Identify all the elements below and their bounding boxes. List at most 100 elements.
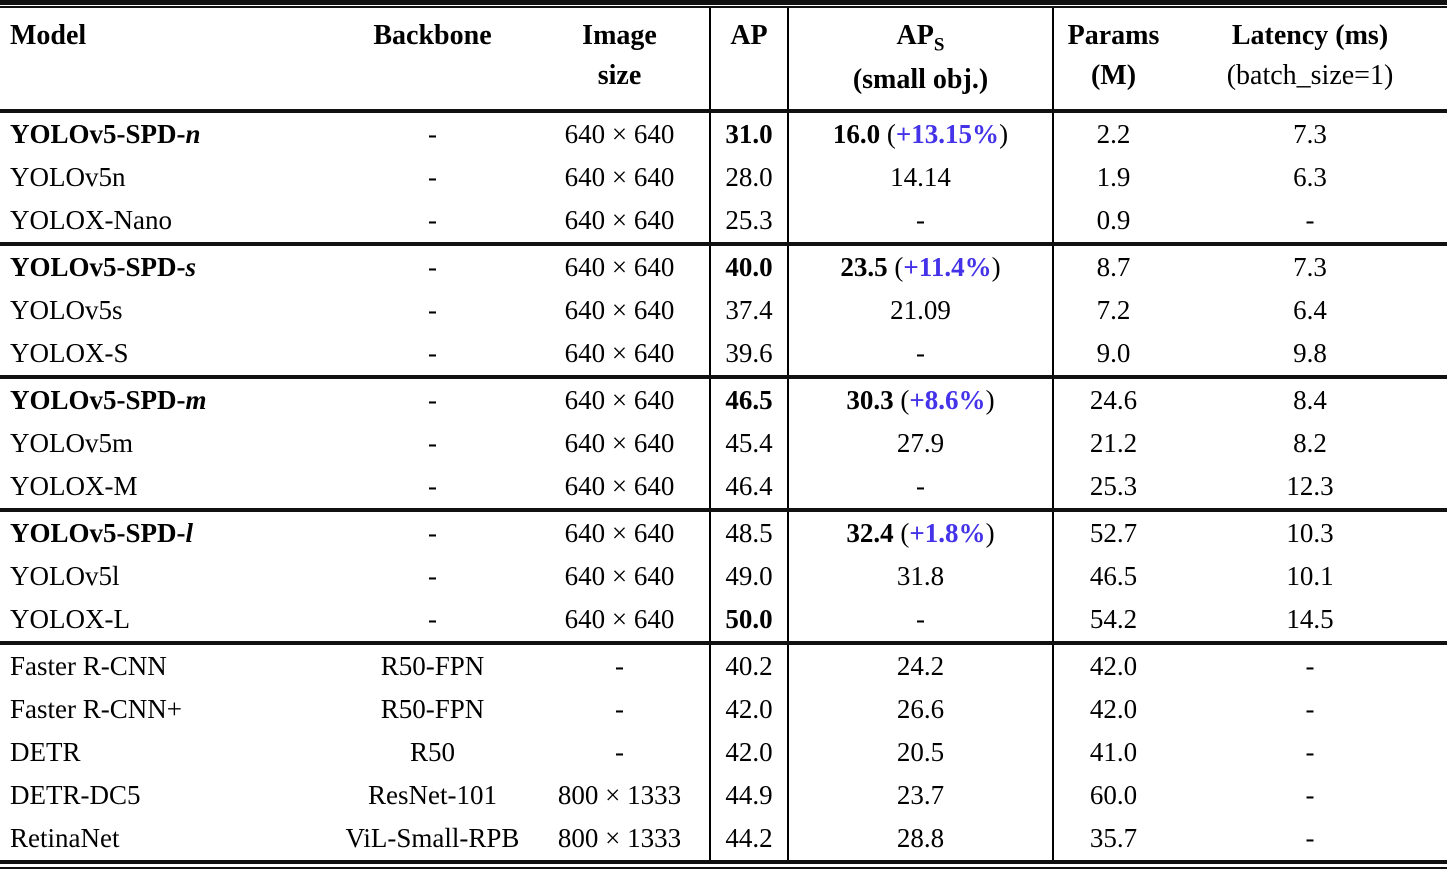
aps-gain-value: +1.8% — [909, 518, 986, 549]
cell-ap: 44.2 — [709, 817, 789, 861]
cell-ap: 46.5 — [709, 377, 789, 423]
cell-params: 52.7 — [1089, 518, 1138, 549]
cell-backbone: R50-FPN — [380, 694, 485, 725]
cell-params: 8.7 — [1096, 252, 1131, 283]
cell-backbone: - — [428, 338, 437, 369]
cell-image-size: - — [615, 651, 624, 682]
table-group-3: YOLOv5-SPD-m - 640 × 640 46.5 30.3 (+8.6%) 24… — [0, 377, 1447, 511]
col-header-params-line2: (M) — [1090, 59, 1137, 91]
cell-model: Faster R-CNN+ — [10, 694, 182, 725]
cell-latency: - — [1305, 694, 1315, 725]
col-header-image-size: Image size — [530, 8, 710, 111]
cell-backbone: - — [428, 295, 437, 326]
cell-params: 35.7 — [1089, 823, 1138, 854]
cell-model: YOLOv5s — [10, 295, 123, 326]
col-header-image-size-line1: Image — [582, 20, 657, 51]
cell-params: 21.2 — [1089, 428, 1138, 459]
cell-aps: - — [788, 332, 1054, 378]
cell-image-size: 800 × 1333 — [557, 780, 682, 811]
col-header-aps-note: (small obj.) — [852, 63, 989, 95]
cell-ap: 25.3 — [709, 199, 789, 245]
cell-latency: 8.2 — [1293, 428, 1327, 459]
cell-latency: - — [1305, 780, 1315, 811]
cell-image-size: - — [615, 737, 624, 768]
table-row: YOLOv5n - 640 × 640 28.0 14.14 1.9 6.3 — [0, 156, 1447, 200]
cell-aps: 30.3 (+8.6%) — [788, 377, 1054, 423]
cell-model: YOLOv5n — [10, 162, 126, 193]
col-header-params-line1: Params — [1067, 20, 1160, 51]
cell-params: 60.0 — [1089, 780, 1138, 811]
cell-model: RetinaNet — [10, 823, 120, 854]
cell-aps: 24.2 — [788, 643, 1054, 689]
cell-ap: 39.6 — [709, 332, 789, 378]
table-row: YOLOX-M -640 × 640 46.4-25.3 12.3 — [0, 465, 1447, 511]
cell-backbone: - — [428, 471, 437, 502]
model-size-suffix: m — [185, 385, 207, 416]
table-row: YOLOv5-SPD-m - 640 × 640 46.5 30.3 (+8.6%) 24… — [0, 377, 1447, 423]
table-group-5: Faster R-CNN R50-FPN -40.2 24.2 42.0- Faster … — [0, 643, 1447, 861]
cell-ap: 49.0 — [709, 555, 789, 599]
cell-params: 24.6 — [1089, 385, 1138, 416]
cell-params: 42.0 — [1089, 651, 1138, 682]
cell-aps: 23.7 — [788, 774, 1054, 818]
cell-ap: 46.4 — [709, 465, 789, 511]
table-row: YOLOv5s - 640 × 640 37.4 21.09 7.2 6.4 — [0, 289, 1447, 333]
cell-backbone: - — [428, 561, 437, 592]
table-row: YOLOv5m - 640 × 640 45.4 27.9 21.2 8.2 — [0, 422, 1447, 466]
cell-ap: 37.4 — [709, 289, 789, 333]
cell-latency: - — [1305, 823, 1315, 854]
cell-latency: - — [1305, 651, 1315, 682]
cell-ap: 42.0 — [709, 688, 789, 732]
cell-params: 41.0 — [1089, 737, 1138, 768]
cell-model: DETR — [10, 737, 81, 768]
table-row: YOLOX-Nano -640 × 640 25.3-0.9- — [0, 199, 1447, 245]
cell-params: 9.0 — [1096, 338, 1131, 369]
cell-aps: 14.14 — [788, 156, 1054, 200]
cell-aps: 32.4 (+1.8%) — [788, 510, 1054, 556]
cell-image-size: 640 × 640 — [564, 385, 675, 416]
table-group-1: YOLOv5-SPD-n - 640 × 640 31.0 16.0 (+13.15%)… — [0, 111, 1447, 245]
col-header-latency-line1: Latency (ms) — [1231, 20, 1389, 51]
aps-gain-value: +13.15% — [895, 119, 1000, 150]
cell-ap: 40.0 — [709, 244, 789, 290]
cell-params: 54.2 — [1089, 604, 1138, 635]
col-header-latency-note: (batch_size=1) — [1226, 59, 1394, 91]
cell-backbone: ViL-Small-RPB — [345, 823, 520, 854]
cell-model: YOLOv5-SPD-s — [10, 252, 197, 283]
cell-model: YOLOv5-SPD-m — [10, 385, 207, 416]
col-header-model: Model — [0, 8, 335, 111]
cell-latency: 6.4 — [1293, 295, 1327, 326]
cell-params: 0.9 — [1096, 205, 1131, 236]
cell-aps: 21.09 — [788, 289, 1054, 333]
header-row: Model Backbone Image size AP APS (small … — [0, 8, 1447, 112]
cell-backbone: - — [428, 385, 437, 416]
cell-aps: 28.8 — [788, 817, 1054, 861]
cell-model: YOLOX-L — [10, 604, 130, 635]
cell-aps: 16.0 (+13.15%) — [788, 111, 1054, 157]
col-header-model-label: Model — [10, 20, 87, 51]
cell-aps: 20.5 — [788, 731, 1054, 775]
cell-model: YOLOX-Nano — [10, 205, 172, 236]
cell-image-size: 640 × 640 — [564, 252, 675, 283]
table-row: YOLOv5-SPD-l - 640 × 640 48.5 32.4 (+1.8%) 52… — [0, 510, 1447, 556]
cell-ap: 44.9 — [709, 774, 789, 818]
table-row: YOLOv5-SPD-n - 640 × 640 31.0 16.0 (+13.15%)… — [0, 111, 1447, 157]
cell-backbone: - — [428, 428, 437, 459]
cell-backbone: ResNet-101 — [368, 780, 497, 811]
col-header-aps-main: AP — [896, 20, 934, 51]
cell-image-size: 640 × 640 — [564, 205, 675, 236]
cell-ap: 40.2 — [709, 643, 789, 689]
cell-ap: 42.0 — [709, 731, 789, 775]
cell-model: YOLOv5l — [10, 561, 120, 592]
cell-params: 1.9 — [1096, 162, 1131, 193]
cell-latency: 9.8 — [1293, 338, 1327, 369]
aps-gain-value: +11.4% — [903, 252, 992, 283]
cell-latency: 10.1 — [1286, 561, 1334, 592]
cell-model: YOLOv5-SPD-l — [10, 518, 194, 549]
col-header-latency: Latency (ms) (batch_size=1) — [1173, 8, 1447, 111]
cell-latency: 6.3 — [1293, 162, 1327, 193]
cell-model: YOLOX-M — [10, 471, 138, 502]
cell-aps: - — [788, 199, 1054, 245]
cell-aps: - — [788, 598, 1054, 644]
